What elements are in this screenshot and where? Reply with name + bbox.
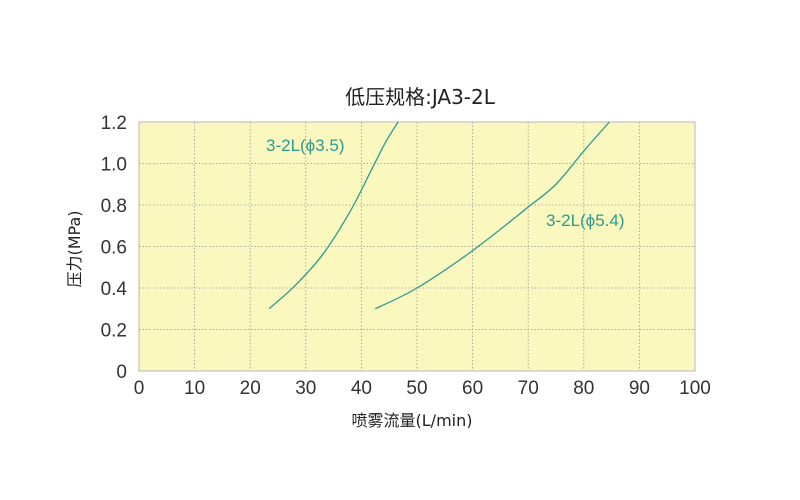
x-tick-label: 50 [406, 378, 427, 399]
y-tick-label: 0.6 [101, 238, 127, 259]
y-tick-label: 0.4 [101, 279, 128, 300]
gridlines [139, 122, 695, 371]
x-axis-title: 喷雾流量(L/min) [352, 411, 473, 430]
y-tick-label: 1.2 [101, 113, 127, 134]
y-tick-label: 0 [116, 362, 127, 383]
series-line-2 [375, 121, 610, 310]
series-labels: 3-2L(ϕ3.5) 3-2L(ϕ5.4) [266, 136, 625, 230]
series-label-1: 3-2L(ϕ3.5) [266, 136, 345, 155]
y-tick-label: 0.8 [101, 196, 127, 217]
series-label-2: 3-2L(ϕ5.4) [546, 211, 625, 230]
tick-labels: 0 10 20 30 40 50 60 70 80 90 100 0 0.2 0.4 0.6 0.8 1.0 1.… [101, 113, 711, 399]
y-tick-label: 0.2 [101, 321, 127, 342]
series-line-1 [268, 121, 399, 310]
x-tick-label: 40 [351, 378, 372, 399]
chart-title: 低压规格:JA3-2L [345, 85, 496, 109]
x-tick-label: 0 [134, 378, 145, 399]
x-tick-label: 60 [462, 378, 483, 399]
x-tick-label: 30 [295, 378, 316, 399]
x-tick-label: 100 [679, 378, 711, 399]
x-tick-label: 10 [184, 378, 205, 399]
x-tick-label: 90 [629, 378, 650, 399]
x-tick-label: 20 [240, 378, 261, 399]
y-axis-title: 压力(MPa) [65, 210, 84, 287]
y-tick-label: 1.0 [101, 155, 127, 176]
x-tick-label: 70 [518, 378, 539, 399]
x-tick-label: 80 [573, 378, 594, 399]
series-lines [268, 121, 610, 310]
